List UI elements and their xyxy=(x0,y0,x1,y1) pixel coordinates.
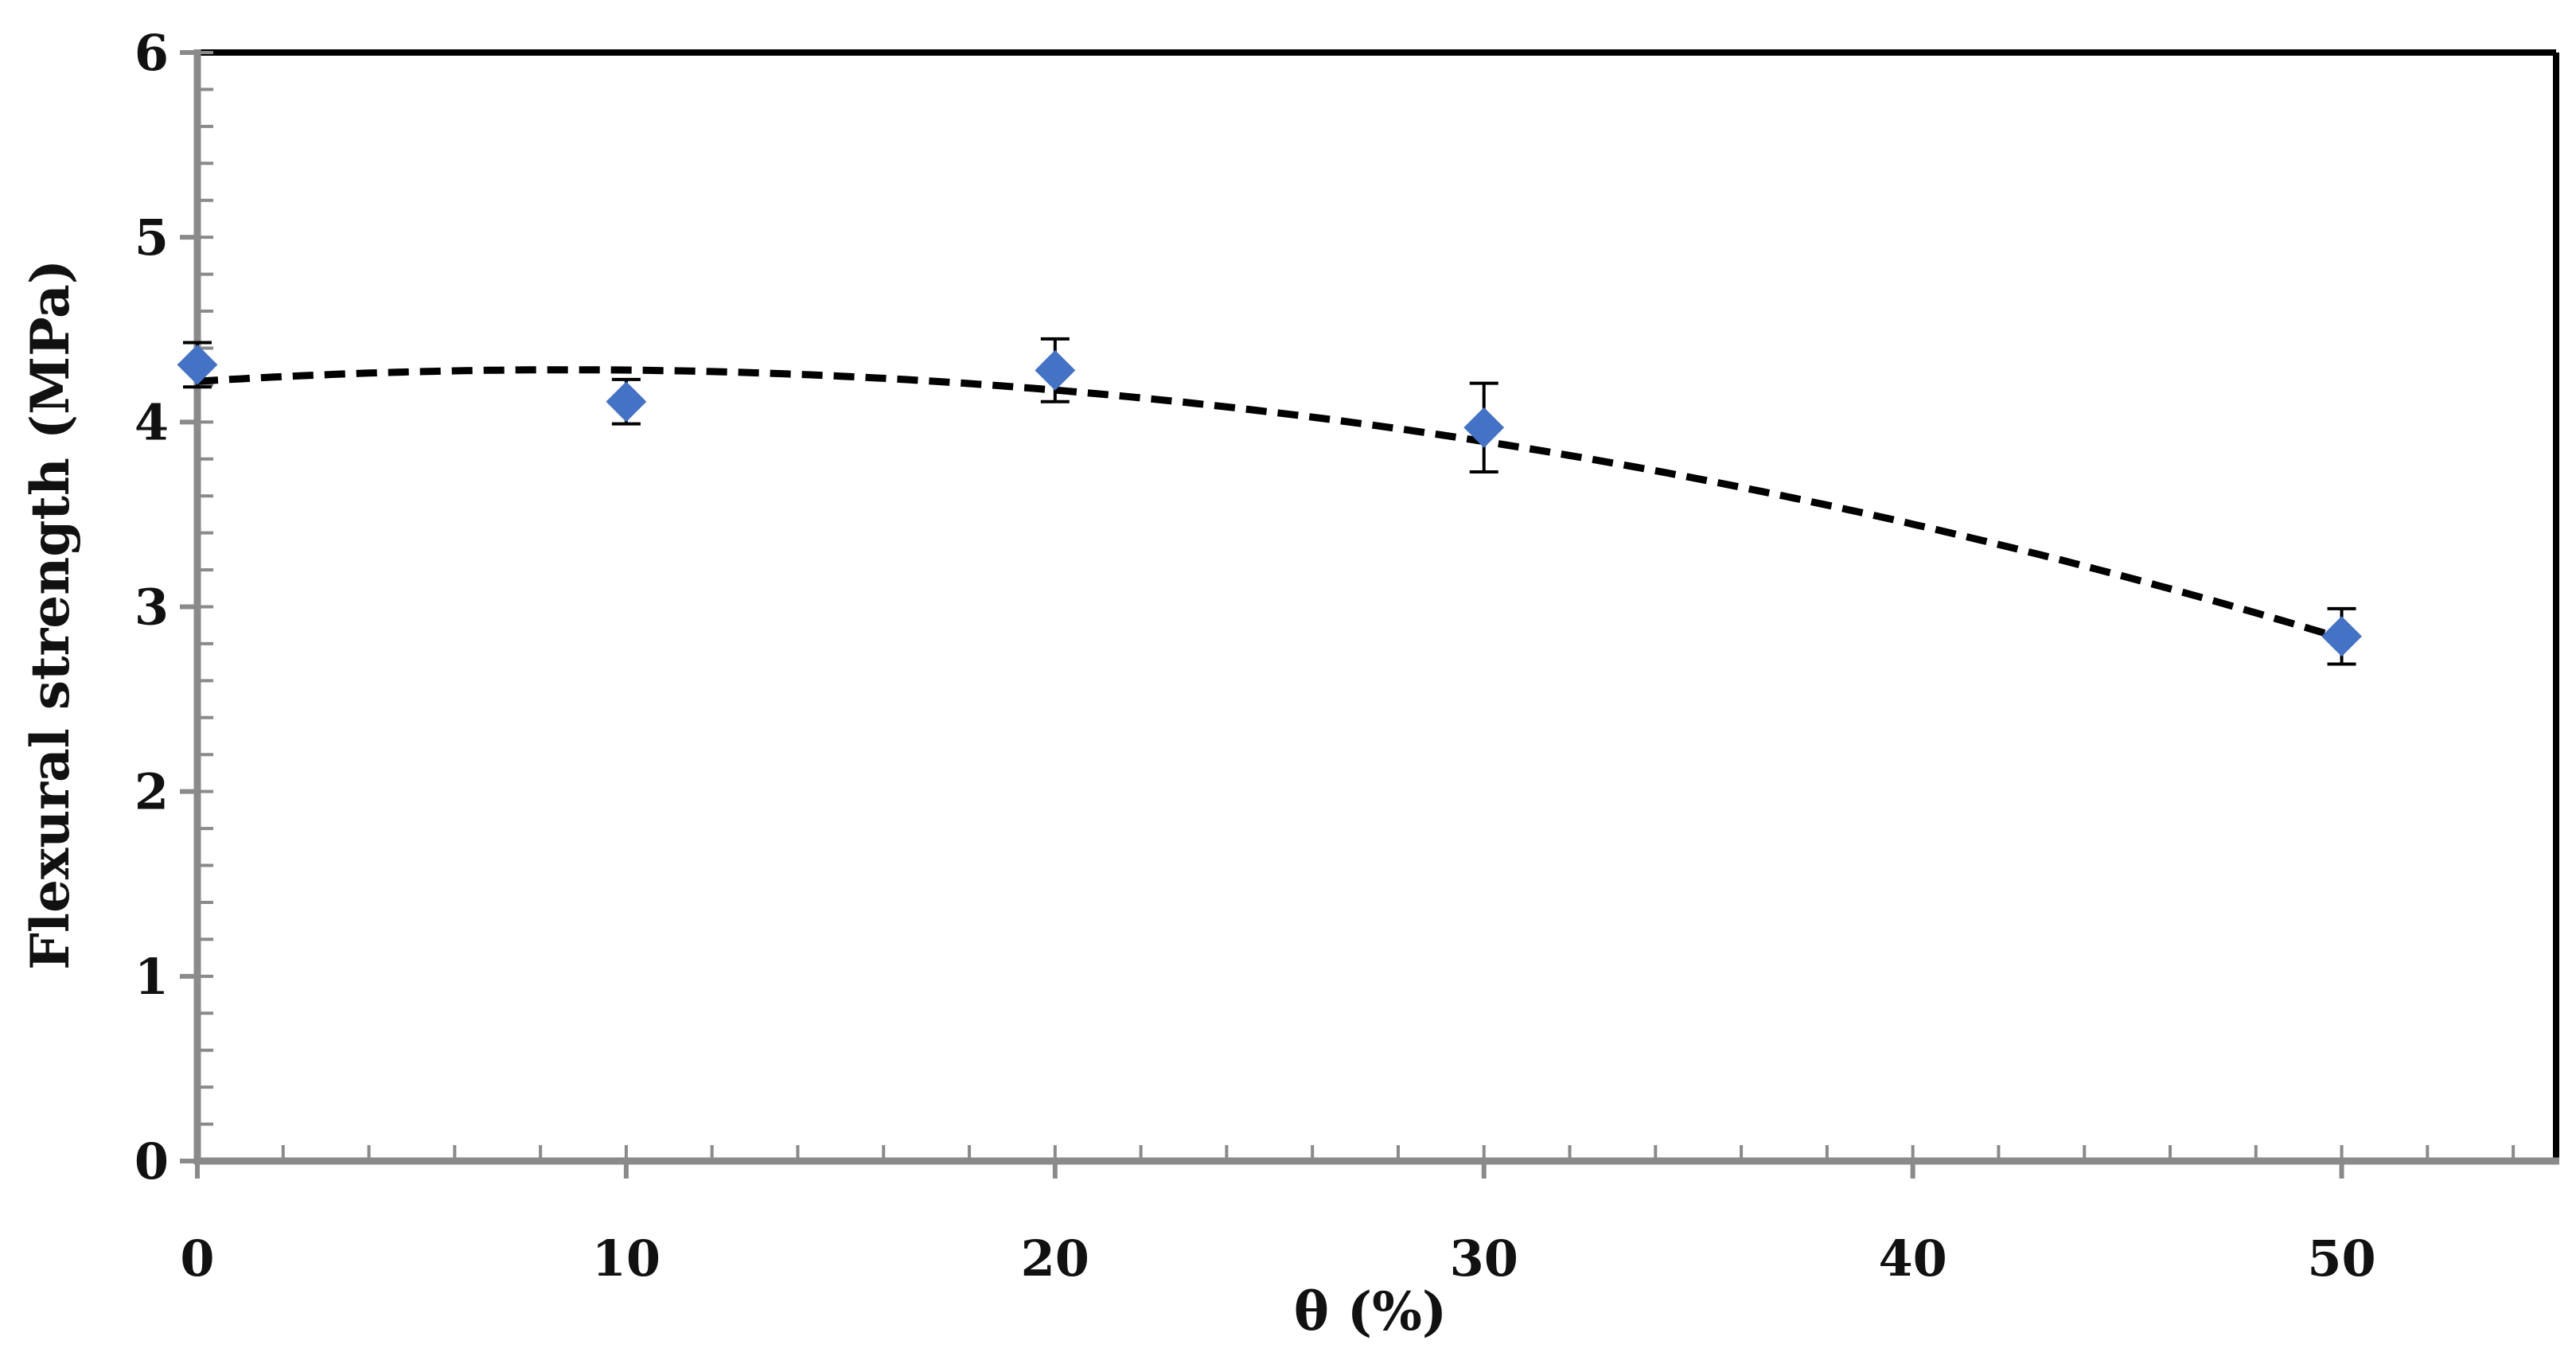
y-tick-label: 0 xyxy=(134,1132,169,1190)
y-axis-title: Flexural strength (MPa) xyxy=(19,259,81,970)
y-tick-label: 5 xyxy=(134,208,169,267)
trendline xyxy=(197,366,2343,642)
x-tick-label: 10 xyxy=(592,1229,661,1288)
minor-ticks xyxy=(196,51,2516,1163)
y-tick-label: 4 xyxy=(134,393,169,451)
trendline-path xyxy=(197,366,2343,642)
x-axis-ticks: 0 10 20 30 40 50 xyxy=(180,1161,2376,1288)
x-tick-label: 40 xyxy=(1878,1229,1947,1288)
data-points xyxy=(177,344,2362,657)
data-point-diamond xyxy=(1463,407,1505,448)
x-tick-label: 0 xyxy=(180,1229,214,1288)
data-point-diamond xyxy=(606,381,647,423)
data-point-diamond xyxy=(1035,349,1076,391)
y-tick-label: 1 xyxy=(134,948,169,1006)
x-tick-label: 50 xyxy=(2307,1229,2375,1288)
y-tick-label: 6 xyxy=(134,24,169,82)
y-tick-label: 3 xyxy=(134,579,169,637)
data-point-diamond xyxy=(2321,616,2362,657)
x-tick-label: 30 xyxy=(1450,1229,1518,1288)
data-point-diamond xyxy=(177,344,218,385)
y-tick-label: 2 xyxy=(134,763,169,821)
y-axis-ticks: 0 1 2 3 4 5 6 xyxy=(134,24,197,1190)
x-tick-label: 20 xyxy=(1021,1229,1089,1288)
x-axis-title: θ (%) xyxy=(1294,1280,1447,1342)
